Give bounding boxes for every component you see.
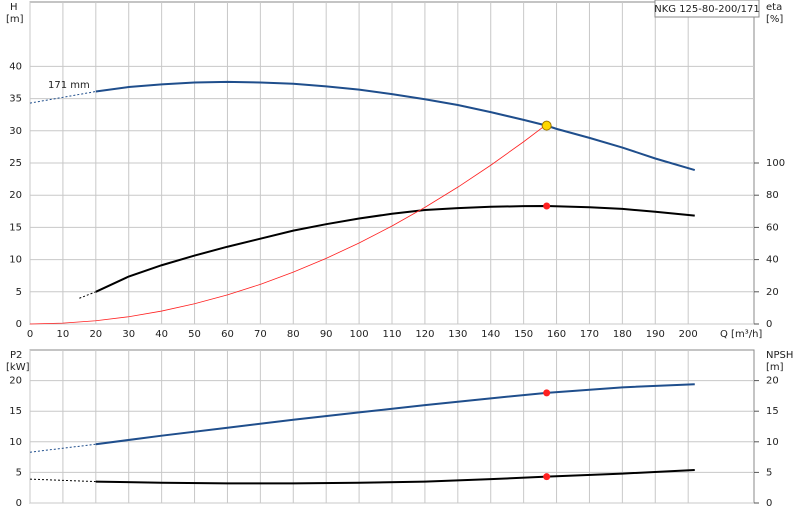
- y2-tick-label: 60: [766, 222, 779, 233]
- curve: [79, 291, 97, 299]
- operating-point: [543, 202, 551, 210]
- y-axis-label: H: [10, 2, 18, 13]
- y-axis-label: P2: [10, 350, 22, 361]
- y2-tick-label: 15: [766, 406, 779, 417]
- x-tick-label: 140: [481, 329, 500, 340]
- x-tick-label: 110: [382, 329, 401, 340]
- y2-tick-label: 100: [766, 158, 785, 169]
- x-tick-label: 10: [57, 329, 70, 340]
- curve: [29, 91, 96, 104]
- y-tick-label: 10: [9, 437, 22, 448]
- y2-tick-label: 40: [766, 255, 779, 266]
- y2-tick-label: 0: [766, 319, 772, 330]
- x-tick-label: 70: [254, 329, 267, 340]
- curve: [95, 383, 695, 446]
- x-tick-label: 190: [646, 329, 665, 340]
- y2-tick-label: 10: [766, 437, 779, 448]
- y-axis-unit: [kW]: [6, 362, 30, 373]
- y-tick-label: 40: [9, 61, 22, 72]
- x-tick-label: 50: [188, 329, 201, 340]
- curve: [29, 478, 96, 483]
- y2-axis-label: eta: [766, 2, 782, 13]
- y2-tick-label: 20: [766, 376, 779, 387]
- x-tick-label: 60: [221, 329, 234, 340]
- y-tick-label: 0: [16, 319, 22, 330]
- y2-axis-unit: [m]: [766, 362, 784, 373]
- x-tick-label: 40: [155, 329, 168, 340]
- operating-point: [541, 120, 552, 131]
- x-tick-label: 0: [27, 329, 33, 340]
- x-tick-label: 160: [547, 329, 566, 340]
- y-tick-label: 20: [9, 190, 22, 201]
- x-tick-label: 200: [679, 329, 698, 340]
- chart-title: NKG 125-80-200/171: [654, 4, 760, 15]
- x-axis-label: Q [m³/h]: [720, 329, 762, 340]
- y2-tick-label: 5: [766, 467, 772, 478]
- curve: [95, 204, 695, 293]
- y-tick-label: 10: [9, 255, 22, 266]
- y-tick-label: 0: [16, 498, 22, 509]
- operating-point: [543, 473, 551, 481]
- x-tick-label: 30: [122, 329, 135, 340]
- x-tick-label: 150: [514, 329, 533, 340]
- curve: [95, 80, 696, 172]
- x-tick-label: 170: [580, 329, 599, 340]
- y-tick-label: 35: [9, 94, 22, 105]
- operating-point: [543, 389, 551, 397]
- x-tick-label: 130: [448, 329, 467, 340]
- y-tick-label: 20: [9, 376, 22, 387]
- y-tick-label: 25: [9, 158, 22, 169]
- x-tick-label: 90: [320, 329, 333, 340]
- curve: [29, 443, 96, 453]
- y-tick-label: 30: [9, 126, 22, 137]
- x-tick-label: 180: [613, 329, 632, 340]
- y2-tick-label: 20: [766, 287, 779, 298]
- x-tick-label: 120: [415, 329, 434, 340]
- x-tick-label: 80: [287, 329, 300, 340]
- y2-tick-label: 0: [766, 498, 772, 509]
- y2-axis-label: NPSH: [766, 350, 793, 361]
- x-tick-label: 20: [89, 329, 102, 340]
- curve: [95, 468, 695, 485]
- y2-axis-unit: [%]: [766, 14, 783, 25]
- y-tick-label: 15: [9, 222, 22, 233]
- title-box: [654, 0, 760, 18]
- annotation: 171 mm: [48, 80, 90, 91]
- y-tick-label: 5: [16, 287, 22, 298]
- y-tick-label: 15: [9, 406, 22, 417]
- y2-tick-label: 80: [766, 190, 779, 201]
- x-tick-label: 100: [350, 329, 369, 340]
- curve: [29, 124, 547, 325]
- y-axis-unit: [m]: [6, 14, 24, 25]
- y-tick-label: 5: [16, 467, 22, 478]
